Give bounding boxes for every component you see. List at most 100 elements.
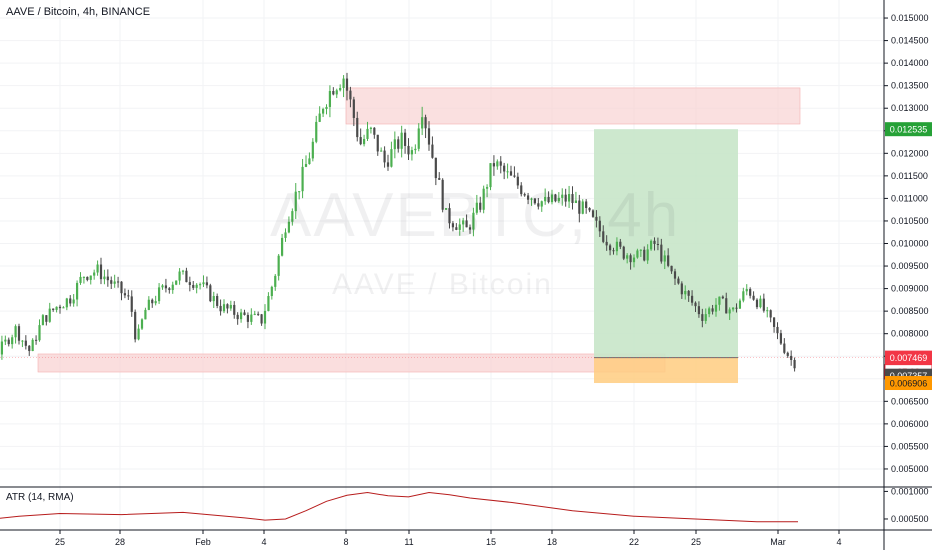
candle[interactable] xyxy=(198,284,202,286)
candle[interactable] xyxy=(250,314,253,322)
candle[interactable] xyxy=(298,191,301,193)
candle[interactable] xyxy=(571,194,574,204)
candle[interactable] xyxy=(229,304,232,309)
candle[interactable] xyxy=(714,304,718,312)
candle[interactable] xyxy=(530,198,533,200)
candle[interactable] xyxy=(390,149,393,167)
candle[interactable] xyxy=(786,352,789,356)
candle[interactable] xyxy=(482,188,485,210)
candle[interactable] xyxy=(267,296,270,311)
candle[interactable] xyxy=(260,314,263,324)
candle[interactable] xyxy=(0,341,4,355)
candle[interactable] xyxy=(407,145,410,155)
candle[interactable] xyxy=(311,141,314,159)
candle[interactable] xyxy=(687,290,690,296)
candle[interactable] xyxy=(431,144,434,158)
candle[interactable] xyxy=(82,276,86,278)
candle[interactable] xyxy=(65,298,68,308)
candle[interactable] xyxy=(776,326,779,334)
candle[interactable] xyxy=(380,150,383,152)
candle[interactable] xyxy=(192,284,195,288)
candle[interactable] xyxy=(140,319,144,329)
candle[interactable] xyxy=(113,281,116,284)
candle[interactable] xyxy=(157,287,161,302)
candle[interactable] xyxy=(561,194,564,198)
candle[interactable] xyxy=(410,150,414,155)
candle[interactable] xyxy=(69,298,72,304)
candle[interactable] xyxy=(585,201,588,209)
candle[interactable] xyxy=(704,314,707,321)
candle[interactable] xyxy=(581,201,584,214)
candle[interactable] xyxy=(779,333,783,344)
candle[interactable] xyxy=(578,200,581,214)
candle[interactable] xyxy=(742,291,745,301)
candle[interactable] xyxy=(513,175,516,177)
candle[interactable] xyxy=(274,275,277,287)
candle[interactable] xyxy=(414,148,417,151)
candle[interactable] xyxy=(28,345,31,352)
candle[interactable] xyxy=(608,245,612,251)
candle[interactable] xyxy=(622,246,625,259)
candle[interactable] xyxy=(366,128,369,139)
candle[interactable] xyxy=(222,304,226,312)
candle[interactable] xyxy=(34,339,38,341)
candle[interactable] xyxy=(520,185,523,195)
candle[interactable] xyxy=(328,91,332,107)
candle[interactable] xyxy=(468,227,472,230)
candle[interactable] xyxy=(301,166,304,192)
candle[interactable] xyxy=(270,286,273,297)
candle[interactable] xyxy=(503,165,506,172)
candle[interactable] xyxy=(639,249,642,251)
candle[interactable] xyxy=(284,232,287,238)
candle[interactable] xyxy=(403,132,407,146)
candle[interactable] xyxy=(612,250,615,252)
candle[interactable] xyxy=(219,305,222,312)
candle[interactable] xyxy=(755,299,759,308)
candle[interactable] xyxy=(465,220,468,228)
candle[interactable] xyxy=(195,284,198,288)
candle[interactable] xyxy=(680,283,683,295)
candle[interactable] xyxy=(226,304,229,309)
candle[interactable] xyxy=(137,328,140,340)
atr-indicator-label[interactable]: ATR (14, RMA) xyxy=(6,492,74,503)
candle[interactable] xyxy=(434,157,437,179)
candle[interactable] xyxy=(595,216,598,221)
candle[interactable] xyxy=(646,249,649,261)
candle[interactable] xyxy=(233,304,236,315)
candle[interactable] xyxy=(294,191,297,212)
candle[interactable] xyxy=(369,127,373,129)
candle[interactable] xyxy=(362,138,366,145)
candle[interactable] xyxy=(540,201,543,207)
candle[interactable] xyxy=(116,281,120,283)
candle[interactable] xyxy=(656,243,660,245)
candle[interactable] xyxy=(168,288,171,291)
candle[interactable] xyxy=(499,161,502,166)
candle[interactable] xyxy=(421,117,424,129)
candle[interactable] xyxy=(697,306,701,315)
candle[interactable] xyxy=(444,208,448,210)
candle[interactable] xyxy=(451,223,455,228)
candle[interactable] xyxy=(670,265,673,272)
candle[interactable] xyxy=(332,91,335,95)
candle[interactable] xyxy=(441,179,444,210)
candle[interactable] xyxy=(649,240,653,250)
candle[interactable] xyxy=(89,275,92,280)
candle[interactable] xyxy=(243,312,246,315)
candle[interactable] xyxy=(349,90,352,100)
candle[interactable] xyxy=(79,276,82,283)
candle[interactable] xyxy=(58,306,62,309)
candle[interactable] xyxy=(790,355,793,360)
candle[interactable] xyxy=(335,90,338,95)
candle[interactable] xyxy=(181,270,185,272)
candle[interactable] xyxy=(103,276,106,280)
candle[interactable] xyxy=(492,163,496,167)
candle[interactable] xyxy=(171,284,174,291)
stop-loss-area[interactable] xyxy=(594,357,738,384)
candle[interactable] xyxy=(325,106,328,109)
candle[interactable] xyxy=(287,221,291,233)
candle[interactable] xyxy=(41,315,45,326)
candle[interactable] xyxy=(728,309,731,314)
candle[interactable] xyxy=(417,128,420,149)
